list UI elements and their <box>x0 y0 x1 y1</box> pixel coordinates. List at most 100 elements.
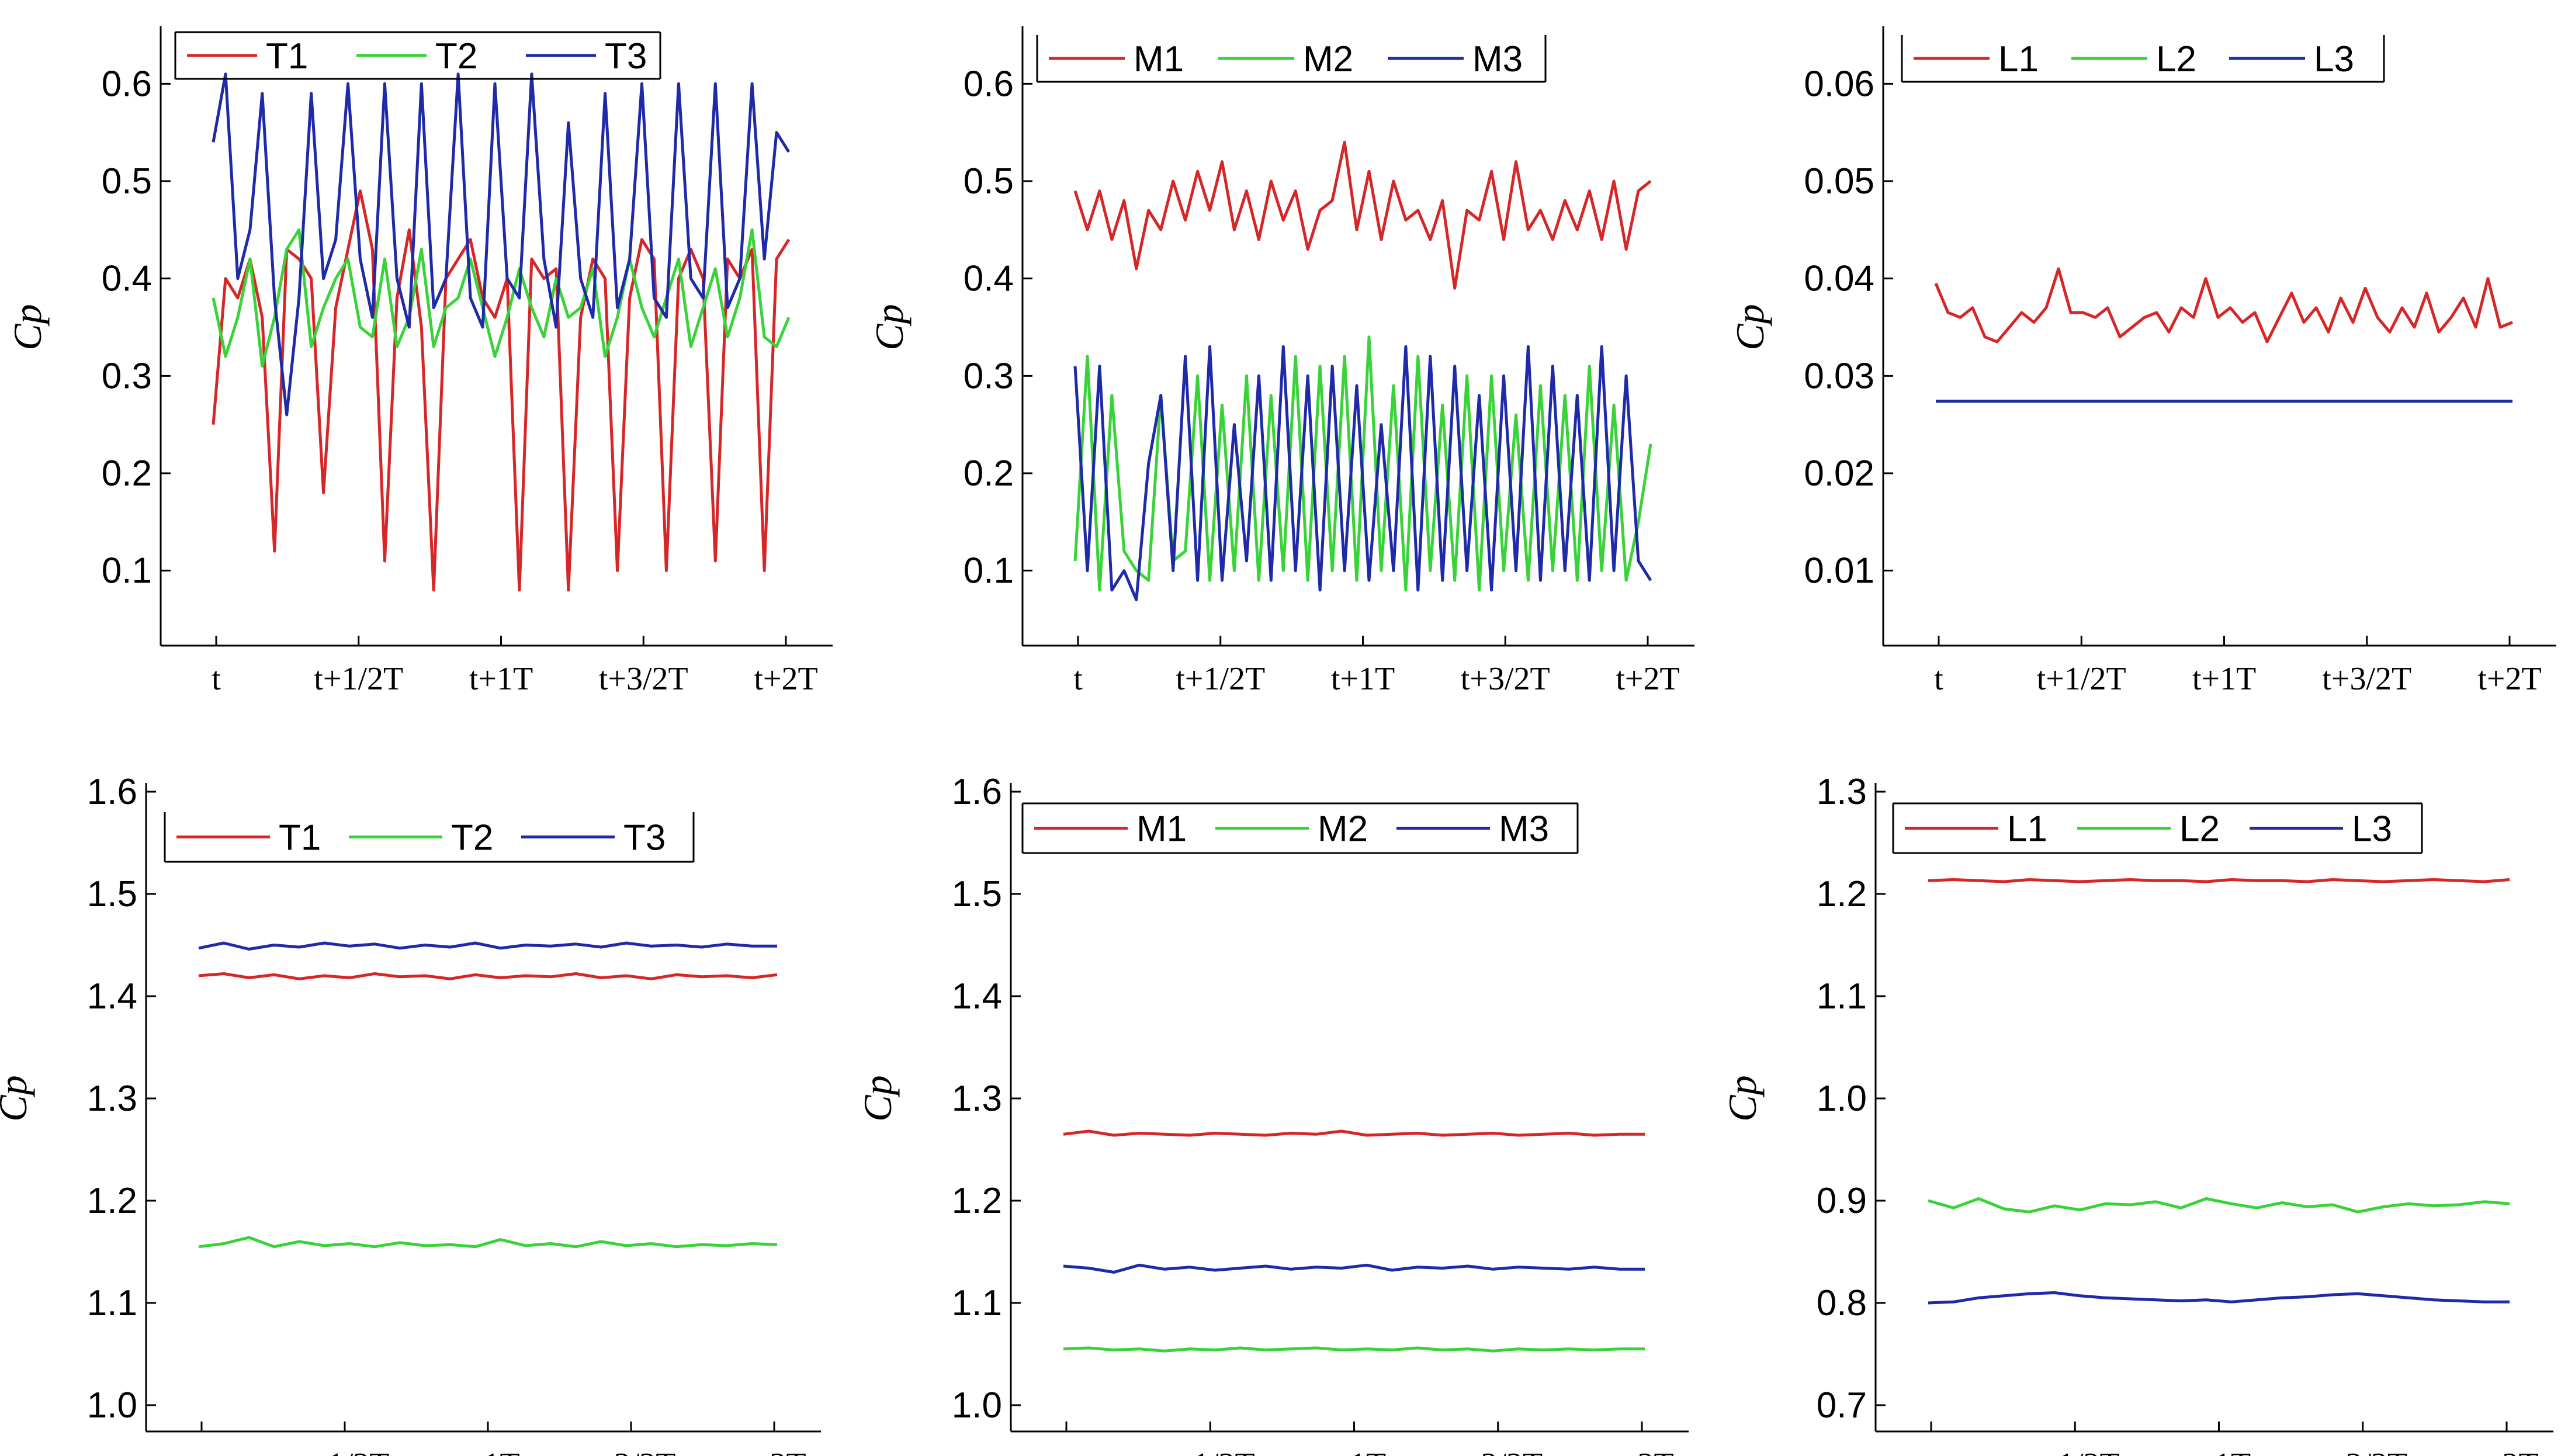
legend-label-M2: M2 <box>1303 39 1353 79</box>
legend-label-T1: T1 <box>266 36 308 77</box>
x-tick-label: t <box>1926 1447 1936 1456</box>
y-tick-label: 0.8 <box>1817 1283 1867 1323</box>
y-tick-label: 0.1 <box>964 551 1014 591</box>
x-tick-label: t+1T <box>2187 1447 2251 1456</box>
y-tick-label: 0.06 <box>1804 64 1874 104</box>
x-tick-label: t+1T <box>1331 661 1395 697</box>
x-tick-label: t+2T <box>754 661 817 697</box>
x-tick-label: t <box>1062 1447 1071 1456</box>
series-line-L1 <box>1934 267 2513 344</box>
y-tick-label: 0.2 <box>964 453 1014 494</box>
y-tick-label: 1.2 <box>1817 874 1867 914</box>
x-tick-label: t+3/2T <box>587 1447 676 1456</box>
legend-label-M1: M1 <box>1134 39 1184 79</box>
legend-label-M3: M3 <box>1499 809 1549 850</box>
x-tick-label: t+3/2T <box>1453 1447 1543 1456</box>
series-line-M1 <box>1073 140 1652 290</box>
legend-label-L3: L3 <box>2314 39 2354 79</box>
y-tick-label: 1.5 <box>87 874 137 914</box>
legend-label-T2: T2 <box>451 818 493 858</box>
chart-br: 0.7 0.8 0.9 1.0 1.1 1.2 1.3 t t+1/2T t+1T t+3/2T t+… <box>1720 772 2553 1456</box>
x-tick-label: t+3/2T <box>1461 661 1550 697</box>
y-tick-label: 1.0 <box>952 1385 1002 1426</box>
y-tick-label: 0.1 <box>102 551 152 591</box>
y-tick-label: 1.0 <box>1817 1079 1867 1119</box>
x-tick-label: t+3/2T <box>2318 1447 2407 1456</box>
series-line-T1 <box>198 972 778 980</box>
legend-label-T3: T3 <box>605 36 647 77</box>
y-tick-label: 0.5 <box>102 161 152 202</box>
y-tick-label: 1.2 <box>87 1181 137 1221</box>
y-tick-label: 1.1 <box>87 1283 137 1323</box>
series-line-T3 <box>198 941 777 951</box>
chart-bm: 1.0 1.1 1.2 1.3 1.4 1.5 1.6 t t+1/2T t+1T t+3/2T t+… <box>855 772 1689 1456</box>
series-line-T3 <box>212 72 791 417</box>
x-tick-label: t+1T <box>1322 1447 1386 1456</box>
x-tick-label: t+1T <box>456 1447 519 1456</box>
y-tick-label: 1.5 <box>952 874 1002 914</box>
legend-label-L2: L2 <box>2156 39 2196 79</box>
y-tick-label: 0.6 <box>102 64 152 104</box>
y-tick-label: 1.4 <box>952 976 1002 1017</box>
y-tick-label: 0.03 <box>1804 356 1874 396</box>
series-line-M3 <box>1063 1263 1645 1274</box>
x-tick-label: t+2T <box>1616 661 1679 697</box>
legend-label-L1: L1 <box>1998 39 2039 79</box>
x-tick-label: t+2T <box>1610 1447 1673 1456</box>
y-tick-label: 1.3 <box>952 1079 1002 1119</box>
x-tick-label: t+1/2T <box>2030 1447 2120 1456</box>
legend: L1 L2 L3 <box>1901 35 2385 83</box>
y-tick-label: 1.0 <box>87 1385 137 1426</box>
x-tick-label: t <box>212 661 221 697</box>
y-tick-label: 0.02 <box>1804 453 1874 494</box>
chart-tl: 0.1 0.2 0.3 0.4 0.5 0.6 t t+1/2T t+1T t+3/2T t+2T C… <box>5 26 833 697</box>
legend-label-T1: T1 <box>279 818 321 858</box>
x-tick-label: t+2T <box>2477 661 2541 697</box>
y-tick-label: 0.7 <box>1817 1385 1867 1426</box>
legend-label-M2: M2 <box>1318 809 1368 850</box>
legend-label-L1: L1 <box>2007 809 2047 850</box>
x-tick-label: t+3/2T <box>599 661 688 697</box>
legend: L1 L2 L3 <box>1892 802 2423 854</box>
chart-tr: 0.01 0.02 0.03 0.04 0.05 0.06 t t+1/2T t+1T t+3/2… <box>1728 26 2556 697</box>
legend: T1 T2 T3 <box>164 812 695 863</box>
y-tick-label: 0.9 <box>1817 1181 1867 1221</box>
y-axis-title: Cp <box>0 1075 35 1121</box>
x-tick-label: t+2T <box>2475 1447 2538 1456</box>
y-axis-title: Cp <box>1728 304 1772 350</box>
y-tick-label: 0.6 <box>964 64 1014 104</box>
y-tick-label: 1.6 <box>87 772 137 812</box>
series-line-M3 <box>1073 345 1652 602</box>
legend-label-M1: M1 <box>1136 809 1187 850</box>
x-tick-label: t+1T <box>469 661 533 697</box>
legend-label-T3: T3 <box>623 818 666 858</box>
chart-tm: 0.1 0.2 0.3 0.4 0.5 0.6 t t+1/2T t+1T t+3/2T t+2T C… <box>867 26 1694 697</box>
series-line-M2 <box>1063 1346 1645 1353</box>
x-tick-label: t+1/2T <box>1166 1447 1255 1456</box>
x-tick-label: t <box>1934 661 1943 697</box>
y-axis-title: Cp <box>867 304 912 350</box>
legend-label-T2: T2 <box>435 36 477 77</box>
y-axis-title: Cp <box>855 1075 900 1121</box>
series-line-L1 <box>1928 878 2510 883</box>
y-tick-label: 0.5 <box>964 161 1014 202</box>
series-line-T2 <box>212 228 791 368</box>
chart-bl: 1.0 1.1 1.2 1.3 1.4 1.5 1.6 t t+1/2T t+1T t+3/2T t+… <box>0 772 821 1456</box>
legend-label-L3: L3 <box>2352 809 2392 850</box>
y-tick-label: 0.3 <box>964 356 1014 396</box>
x-tick-label: t+1/2T <box>314 661 403 697</box>
series-line-L2 <box>1928 1197 2510 1214</box>
y-tick-label: 1.4 <box>87 976 137 1017</box>
legend: M1 M2 M3 <box>1036 35 1547 83</box>
y-tick-label: 1.3 <box>87 1079 137 1119</box>
y-tick-label: 0.01 <box>1804 551 1874 591</box>
legend: T1 T2 T3 <box>174 31 661 80</box>
y-tick-label: 0.4 <box>964 259 1014 299</box>
y-tick-label: 0.3 <box>102 356 152 396</box>
y-tick-label: 1.1 <box>952 1283 1002 1323</box>
y-tick-label: 0.04 <box>1804 259 1874 299</box>
x-tick-label: t+1/2T <box>1176 661 1265 697</box>
y-tick-label: 1.2 <box>952 1181 1002 1221</box>
x-tick-label: t+2T <box>742 1447 806 1456</box>
